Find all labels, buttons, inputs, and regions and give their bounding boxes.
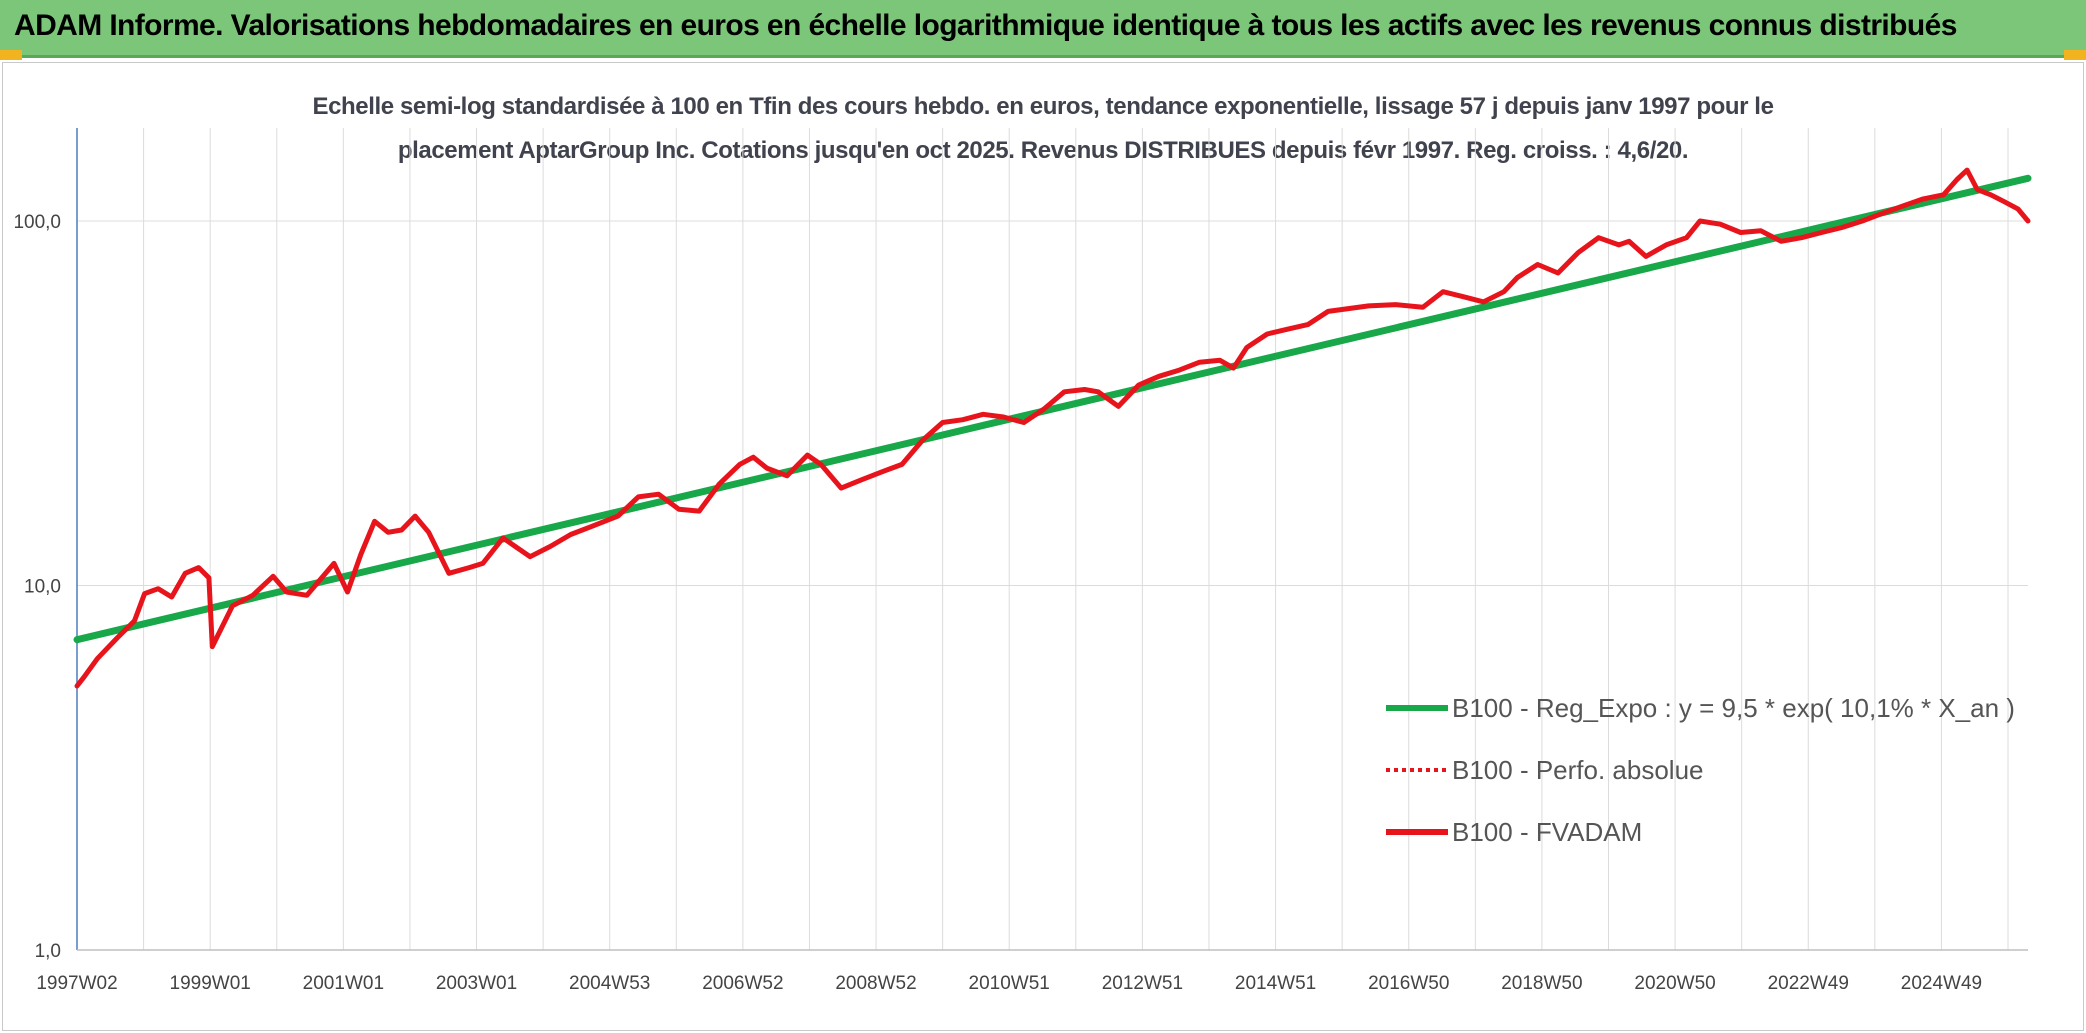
- legend-label: B100 - FVADAM: [1452, 817, 1642, 847]
- report-title: ADAM Informe. Valorisations hebdomadaire…: [14, 9, 1957, 42]
- x-tick-label: 2018W50: [1501, 973, 1582, 994]
- y-tick-label: 100,0: [13, 212, 61, 233]
- x-tick-label: 1997W02: [36, 973, 117, 994]
- x-tick-label: 2004W53: [569, 973, 650, 994]
- chart-frame: [2, 62, 2084, 1031]
- x-tick-label: 2006W52: [702, 973, 783, 994]
- x-tick-label: 2016W50: [1368, 973, 1449, 994]
- x-tick-label: 2020W50: [1634, 973, 1715, 994]
- y-tick-label: 1,0: [35, 941, 61, 962]
- x-tick-label: 2010W51: [969, 973, 1050, 994]
- axes: [76, 128, 2028, 951]
- chart-subtitle-line2: placement AptarGroup Inc. Cotations jusq…: [397, 137, 1689, 164]
- x-tick-label: 2008W52: [835, 973, 916, 994]
- corner-marker-left: [0, 50, 22, 60]
- x-tick-label: 1999W01: [170, 973, 251, 994]
- chart-subtitle-line1: Echelle semi-log standardisée à 100 en T…: [312, 93, 1774, 120]
- x-tick-label: 2003W01: [436, 973, 517, 994]
- x-tick-label: 2014W51: [1235, 973, 1316, 994]
- x-tick-label: 2022W49: [1768, 973, 1849, 994]
- series-lines: [73, 167, 2032, 689]
- report-header: ADAM Informe. Valorisations hebdomadaire…: [0, 0, 2086, 58]
- x-tick-label: 2012W51: [1102, 973, 1183, 994]
- regression-trend-line: [73, 174, 2032, 644]
- legend-label: B100 - Reg_Expo : y = 9,5 * exp( 10,1% *…: [1452, 693, 2015, 723]
- legend-label: B100 - Perfo. absolue: [1452, 755, 1704, 785]
- legend: B100 - Reg_Expo : y = 9,5 * exp( 10,1% *…: [1386, 693, 2015, 847]
- corner-marker-right: [2064, 50, 2086, 60]
- fvadam-series-line: [74, 167, 2031, 689]
- y-tick-label: 10,0: [24, 577, 61, 598]
- tick-labels: 1,0 10,0 100,0 1997W02 1999W01 2001W01 2003W01…: [13, 212, 1982, 994]
- x-tick-label: 2001W01: [303, 973, 384, 994]
- x-tick-label: 2024W49: [1901, 973, 1982, 994]
